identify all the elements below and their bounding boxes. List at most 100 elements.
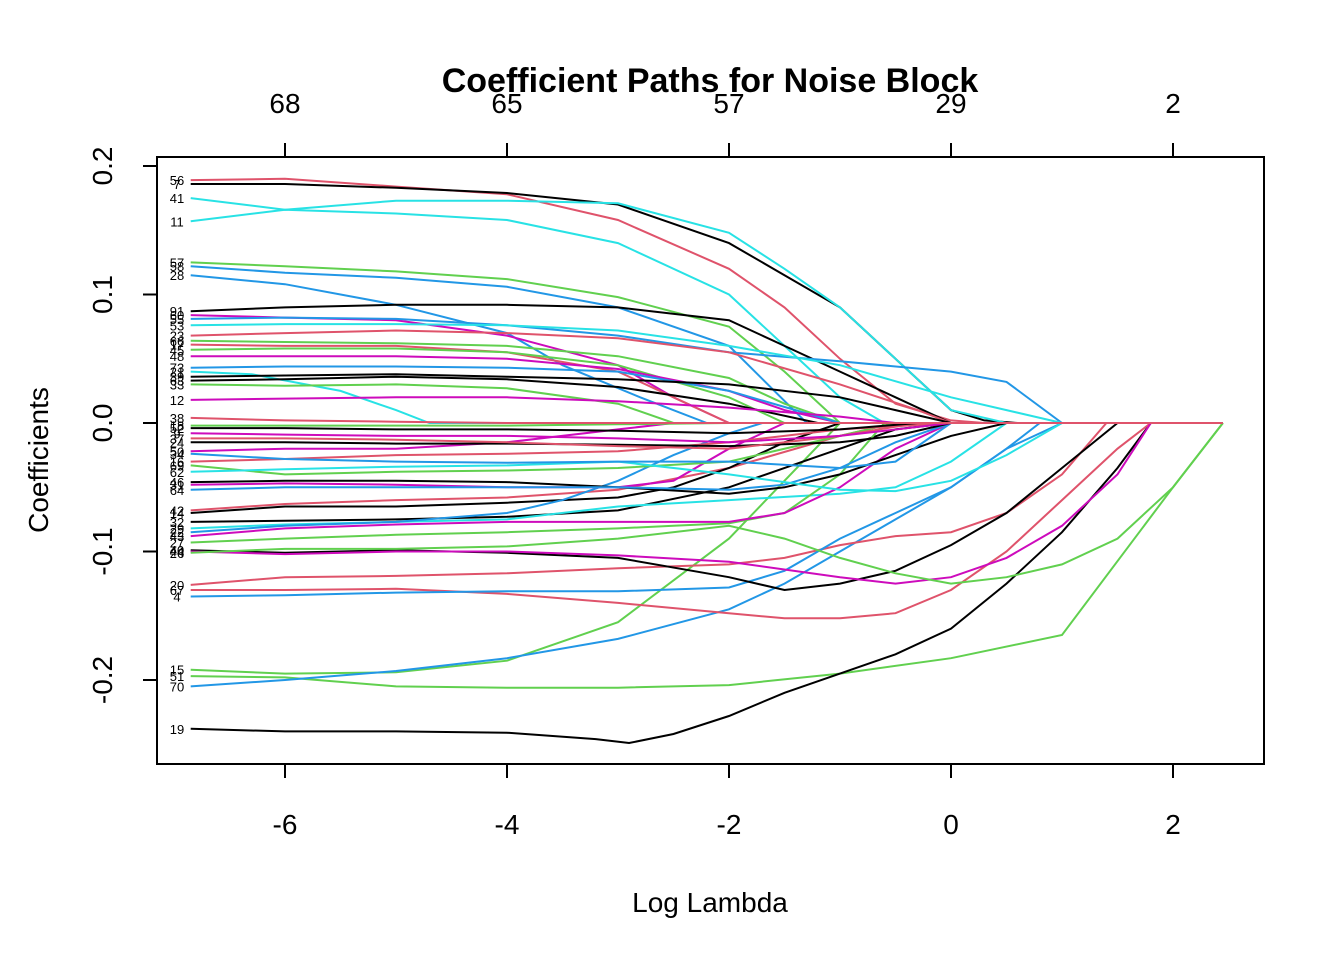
series-label-19: 19 xyxy=(170,722,184,737)
series-line-63 xyxy=(190,375,1223,424)
series-line-41 xyxy=(190,197,1223,424)
series-label-28: 28 xyxy=(170,268,184,283)
series-label-33: 33 xyxy=(170,377,184,392)
x-axis-label: Log Lambda xyxy=(632,887,788,918)
series-label-50: 50 xyxy=(170,444,184,459)
series-label-70: 70 xyxy=(170,679,184,694)
series-label-31: 31 xyxy=(170,478,184,493)
series-label-9: 9 xyxy=(173,426,180,441)
series-line-26 xyxy=(190,422,1224,585)
series-line-4 xyxy=(190,422,1223,598)
series-label-38: 38 xyxy=(170,411,184,426)
series-line-48 xyxy=(190,355,1223,424)
series-label-29: 29 xyxy=(170,521,184,536)
series-label-41: 41 xyxy=(170,191,184,206)
series-line-16 xyxy=(190,422,1223,463)
series-line-64 xyxy=(190,422,1223,491)
series-label-51: 51 xyxy=(170,669,184,684)
series-label-15: 15 xyxy=(170,663,184,678)
series-line-56 xyxy=(190,177,1223,424)
series-label-55: 55 xyxy=(170,312,184,327)
series-label-27: 27 xyxy=(170,536,184,551)
series-line-44 xyxy=(190,422,1223,585)
series-line-7 xyxy=(190,183,1223,424)
series-label-23: 23 xyxy=(170,329,184,344)
series-line-91 xyxy=(190,303,1223,424)
series-line-17 xyxy=(190,343,1223,424)
series-label-53: 53 xyxy=(170,318,184,333)
y-tick-label: 0.2 xyxy=(87,147,118,186)
series-line-45 xyxy=(190,347,1223,424)
series-labels: 5674111575828916055532366174548732139633… xyxy=(170,173,184,737)
series-line-22 xyxy=(190,422,1223,534)
series-label-64: 64 xyxy=(170,483,184,498)
series-line-50 xyxy=(190,422,1223,453)
x-tick-label: 2 xyxy=(1165,809,1181,840)
series-label-26: 26 xyxy=(170,546,184,561)
series-label-46: 46 xyxy=(170,475,184,490)
series-label-40: 40 xyxy=(170,543,184,558)
series-label-73: 73 xyxy=(170,361,184,376)
series-label-7: 7 xyxy=(173,177,180,192)
x-tick-label: -6 xyxy=(273,809,298,840)
top-tick-label: 65 xyxy=(491,88,522,119)
series-label-22: 22 xyxy=(170,525,184,540)
series-line-24 xyxy=(190,422,1223,448)
y-tick-label: -0.2 xyxy=(87,656,118,704)
series-label-4: 4 xyxy=(173,590,180,605)
series-line-62 xyxy=(190,422,1223,493)
series-line-20 xyxy=(190,422,1223,586)
series-line-9 xyxy=(190,422,1223,444)
series-label-16: 16 xyxy=(170,455,184,470)
series-line-66 xyxy=(190,339,1223,424)
series-label-56: 56 xyxy=(170,173,184,188)
series-line-34 xyxy=(190,422,1223,470)
series-label-18: 18 xyxy=(170,419,184,434)
series-label-20: 20 xyxy=(170,578,184,593)
series-label-66: 66 xyxy=(170,334,184,349)
series-label-60: 60 xyxy=(170,308,184,323)
series-label-37: 37 xyxy=(170,431,184,446)
series-label-34: 34 xyxy=(170,447,184,462)
series-line-67 xyxy=(190,422,1223,620)
series-line-51 xyxy=(190,422,1224,689)
series-line-39 xyxy=(190,373,1223,424)
series-line-38 xyxy=(190,416,1223,424)
chart-title: Coefficient Paths for Noise Block xyxy=(442,62,979,100)
plot-frame xyxy=(156,156,1265,765)
y-tick-label: 0.0 xyxy=(87,404,118,443)
series-line-37 xyxy=(190,422,1223,450)
series-label-58: 58 xyxy=(170,259,184,274)
series-line-46 xyxy=(190,422,1223,495)
series-label-52: 52 xyxy=(170,421,184,436)
series-label-44: 44 xyxy=(170,545,184,560)
series-label-39: 39 xyxy=(170,370,184,385)
top-tick-label: 29 xyxy=(935,88,966,119)
y-axis-label: Coefficients xyxy=(23,387,54,533)
series-label-14: 14 xyxy=(170,506,184,521)
series-label-62: 62 xyxy=(170,465,184,480)
top-tick-label: 68 xyxy=(269,88,300,119)
series-label-11: 11 xyxy=(170,214,184,229)
series-label-12: 12 xyxy=(170,393,184,408)
series-line-53 xyxy=(190,323,1223,424)
series-label-57: 57 xyxy=(170,255,184,270)
series-line-23 xyxy=(190,329,1223,424)
series-line-11 xyxy=(190,208,1223,424)
series-label-42: 42 xyxy=(170,503,184,518)
x-tick-label: 0 xyxy=(943,809,959,840)
series-label-63: 63 xyxy=(170,374,184,389)
series-label-67: 67 xyxy=(170,583,184,598)
series-line-27 xyxy=(190,422,1223,544)
y-tick-label: -0.1 xyxy=(87,527,118,575)
series-line-57 xyxy=(190,261,1223,424)
series-label-91: 91 xyxy=(170,304,184,319)
series-line-73 xyxy=(190,365,1223,424)
y-tick-label: 0.1 xyxy=(87,275,118,314)
series-label-43: 43 xyxy=(170,529,184,544)
series-line-19 xyxy=(190,422,1223,745)
top-tick-label: 57 xyxy=(713,88,744,119)
series-lines xyxy=(190,177,1224,745)
axes: -6 -4 -2 0 2 68 65 57 29 2 -0.2 -0.1 0.0 0.1 0.2 xyxy=(87,88,1181,840)
x-tick-label: -4 xyxy=(495,809,520,840)
